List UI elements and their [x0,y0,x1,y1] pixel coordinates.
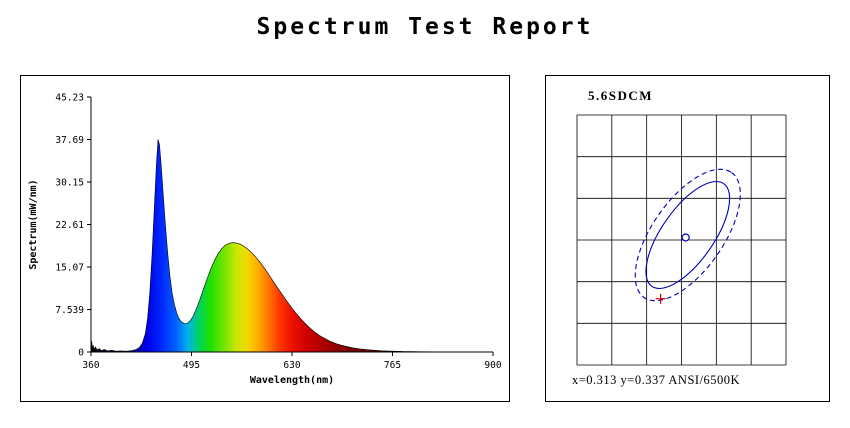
x-tick-label: 765 [384,360,401,371]
y-tick-label: 7.539 [55,305,84,316]
y-tick-label: 45.23 [55,93,84,104]
solid-sdcm-ellipse [645,180,731,290]
chromaticity-point [681,233,690,242]
y-axis-label: Spectrum(mW/nm) [28,179,39,269]
y-tick-label: 30.15 [55,178,84,189]
spectrum-chart-panel: 0 7.539 15.07 22.61 30.15 37.69 45.23 360 495 630… [20,75,510,402]
sdcm-chart-panel: 5.6SDCM x=0.313 y=0.337 ANSI/6500K [545,75,830,402]
x-tick-label: 360 [82,360,99,371]
spectrum-chart: 0 7.539 15.07 22.61 30.15 37.69 45.23 360 495 630… [28,93,502,387]
y-tick-label: 37.69 [55,135,84,146]
x-axis-label: Wavelength(nm) [250,375,334,386]
sdcm-title: 5.6SDCM [588,88,654,103]
page-title: Spectrum Test Report [256,14,594,40]
x-tick-label: 900 [484,360,501,371]
sdcm-chart [576,114,787,366]
y-tick-label: 15.07 [55,263,84,274]
sdcm-footer: x=0.313 y=0.337 ANSI/6500K [572,373,741,387]
dashed-sdcm-ellipse [634,168,741,302]
x-tick-label: 495 [183,360,200,371]
x-tick-label: 630 [283,360,300,371]
y-tick-label: 22.61 [55,220,84,231]
spectrum-area [90,139,493,353]
y-tick-label: 0 [78,348,84,359]
